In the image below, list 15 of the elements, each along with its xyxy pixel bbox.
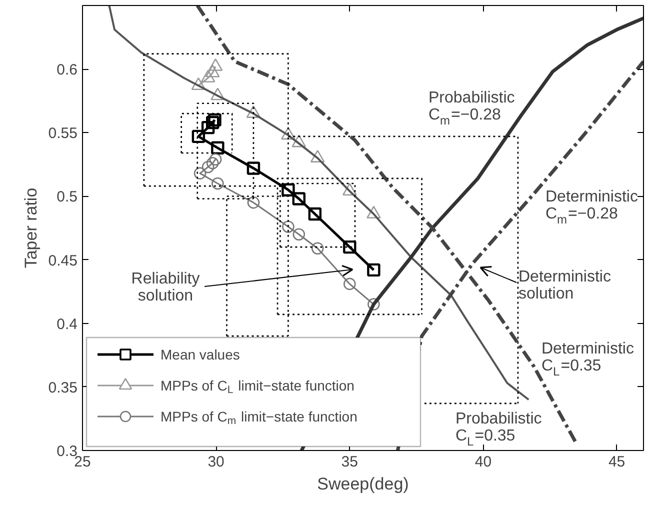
y-tick-label: 0.35 (48, 379, 78, 396)
x-tick-label: 35 (341, 454, 358, 470)
y-tick-label: 0.4 (56, 316, 78, 333)
x-tick-label: 30 (208, 454, 224, 470)
annotation: Deterministic solution (518, 268, 611, 302)
y-tick-label: 0.5 (56, 188, 78, 206)
x-tick-label: 45 (608, 454, 626, 470)
y-tick-label: 0.6 (56, 62, 78, 79)
x-tick-label: 40 (474, 454, 492, 470)
annotation: Reliability solution (131, 270, 200, 304)
y-axis-title: Taper ratio (21, 188, 40, 268)
y-tick-label: 0.55 (48, 125, 78, 142)
y-tick-label: 0.45 (48, 252, 78, 270)
legend-label: Mean values (160, 346, 240, 362)
x-axis-title: Sweep(deg) (317, 474, 409, 494)
